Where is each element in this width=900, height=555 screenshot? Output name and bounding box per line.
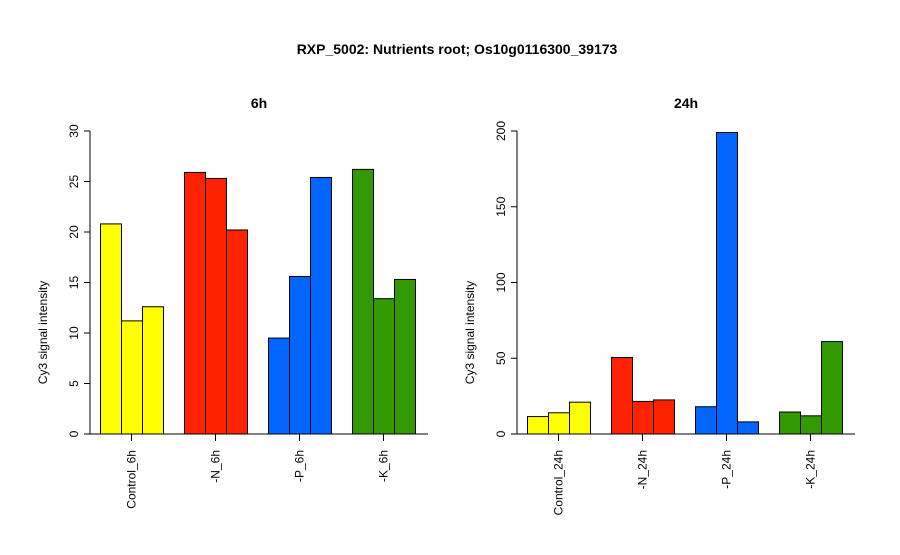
bar-control24h-1 xyxy=(527,416,549,435)
y-tick-label: 25 xyxy=(67,175,81,189)
y-tick-label: 10 xyxy=(67,326,81,340)
y-tick-label: 20 xyxy=(67,225,81,239)
category-label: -K_6h xyxy=(377,450,391,482)
bar-p6h-1 xyxy=(268,337,290,435)
bar-p24h-2 xyxy=(716,132,738,435)
y-axis-label: Cy3 signal intensity xyxy=(36,281,50,384)
bar-n6h-1 xyxy=(184,171,206,435)
bar-k6h-2 xyxy=(373,298,395,435)
bar-k24h-2 xyxy=(800,415,822,435)
bar-k24h-3 xyxy=(821,341,843,435)
category-label: -K_24h xyxy=(804,450,818,489)
category-label: -P_24h xyxy=(720,450,734,489)
category-label: -P_6h xyxy=(293,450,307,482)
y-tick-label: 200 xyxy=(494,121,508,141)
panel-1: 6h 0 5 10 15 20 25 30 Cy3 signal intensity Contro… xyxy=(36,95,428,509)
figure-title: RXP_5002: Nutrients root; Os10g0116300_3… xyxy=(297,41,618,57)
bar-n6h-3 xyxy=(226,229,248,435)
bar-control6h-2 xyxy=(121,320,143,435)
bar-p24h-3 xyxy=(737,421,759,435)
bar-control6h-3 xyxy=(142,306,164,435)
y-tick-label: 15 xyxy=(67,276,81,290)
panel-title: 6h xyxy=(251,95,267,111)
bar-n6h-2 xyxy=(205,177,227,435)
bar-k24h-1 xyxy=(779,411,801,435)
category-label: -N_24h xyxy=(636,450,650,489)
bar-n24h-1 xyxy=(611,356,633,435)
bar-control6h-1 xyxy=(100,223,122,435)
category-label: Control_24h xyxy=(552,450,566,515)
y-tick-label: 100 xyxy=(494,272,508,292)
bar-n24h-2 xyxy=(632,400,654,435)
y-tick-label: 5 xyxy=(67,380,81,387)
y-tick-label: 0 xyxy=(67,430,81,437)
y-tick-label: 150 xyxy=(494,196,508,216)
bar-p6h-3 xyxy=(310,176,332,435)
category-label: Control_6h xyxy=(125,450,139,509)
y-tick-label: 50 xyxy=(494,351,508,365)
bar-p24h-1 xyxy=(695,406,717,435)
y-axis-label: Cy3 signal intensity xyxy=(463,281,477,384)
panel-2: 24h 0 50 100 150 200 Cy3 signal intensity Contr… xyxy=(463,95,855,515)
bar-k6h-3 xyxy=(394,278,416,435)
y-tick-label: 30 xyxy=(67,124,81,138)
bar-p6h-2 xyxy=(289,275,311,435)
bar-n24h-3 xyxy=(653,399,675,435)
y-tick-label: 0 xyxy=(494,430,508,437)
bar-k6h-1 xyxy=(352,168,374,435)
bar-control24h-2 xyxy=(548,412,570,435)
bar-control24h-3 xyxy=(569,401,591,435)
panel-title: 24h xyxy=(674,95,698,111)
category-label: -N_6h xyxy=(209,450,223,483)
